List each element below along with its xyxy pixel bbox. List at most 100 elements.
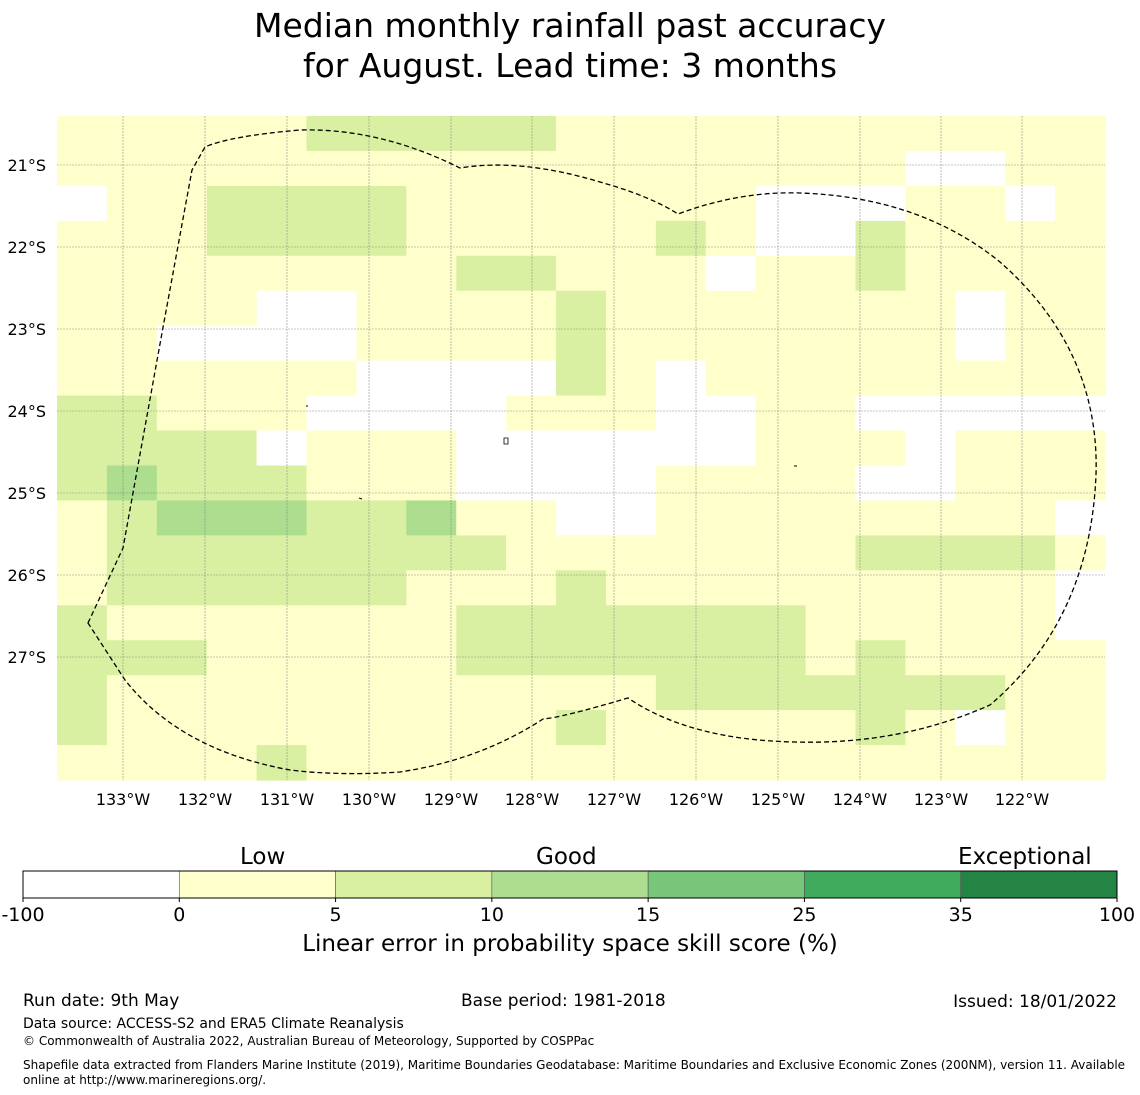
grid-cell bbox=[506, 710, 557, 746]
grid-cell bbox=[1005, 675, 1056, 711]
grid-cell bbox=[106, 745, 158, 781]
colorbar-segment bbox=[960, 870, 1118, 899]
colorbar-tick-label: -100 bbox=[1, 904, 44, 926]
grid-cell bbox=[57, 605, 108, 641]
grid-cell bbox=[556, 185, 607, 222]
grid-cell bbox=[156, 640, 208, 676]
shapefile-credit-line-1: Shapefile data extracted from Flanders M… bbox=[23, 1058, 1126, 1072]
grid-cell bbox=[1055, 150, 1106, 187]
grid-cell bbox=[406, 290, 457, 327]
grid-cell bbox=[955, 570, 1006, 606]
chart-title: Median monthly rainfall past accuracy fo… bbox=[0, 6, 1140, 87]
grid-cell bbox=[556, 710, 607, 746]
grid-cell bbox=[905, 325, 956, 362]
grid-cell bbox=[106, 325, 158, 362]
grid-cell bbox=[106, 500, 158, 536]
colorbar-tick-label: 35 bbox=[949, 904, 973, 926]
grid-cell bbox=[406, 150, 457, 187]
grid-cell bbox=[456, 430, 507, 467]
grid-cell bbox=[106, 710, 158, 746]
grid-cell bbox=[805, 325, 857, 362]
grid-cell bbox=[456, 255, 507, 292]
grid-cell bbox=[406, 675, 457, 711]
grid-cell bbox=[156, 360, 208, 397]
grid-cell bbox=[855, 325, 906, 362]
grid-cell bbox=[855, 605, 906, 641]
grid-cell bbox=[456, 535, 507, 571]
grid-cell bbox=[655, 290, 707, 327]
issued-date: Issued: 18/01/2022 bbox=[953, 992, 1117, 1012]
grid-cell bbox=[57, 465, 108, 502]
grid-cell bbox=[855, 745, 906, 781]
grid-cell bbox=[506, 395, 557, 432]
grid-cell bbox=[206, 360, 258, 397]
grid-cell bbox=[206, 745, 258, 781]
grid-cell bbox=[406, 116, 457, 152]
grid-cell bbox=[1055, 185, 1106, 222]
grid-cell bbox=[1005, 465, 1056, 502]
grid-cell bbox=[805, 185, 857, 222]
grid-cell bbox=[755, 290, 807, 327]
grid-cell bbox=[206, 535, 258, 571]
grid-cell bbox=[506, 255, 557, 292]
grid-cell bbox=[605, 535, 657, 571]
grid-cell bbox=[306, 675, 358, 711]
grid-cell bbox=[1005, 745, 1056, 781]
grid-cell bbox=[506, 116, 557, 152]
grid-cell bbox=[206, 710, 258, 746]
grid-cell bbox=[106, 465, 158, 502]
grid-cell bbox=[805, 535, 857, 571]
grid-cell bbox=[106, 360, 158, 397]
grid-cell bbox=[905, 430, 956, 467]
grid-cell bbox=[755, 116, 807, 152]
grid-cell bbox=[256, 640, 308, 676]
island-boundary bbox=[358, 497, 363, 500]
grid-cell bbox=[605, 325, 657, 362]
grid-cell bbox=[955, 430, 1006, 467]
grid-cell bbox=[1005, 640, 1056, 676]
grid-cell bbox=[1055, 220, 1106, 257]
grid-cell bbox=[106, 605, 158, 641]
grid-cell bbox=[256, 465, 308, 502]
grid-cell bbox=[1005, 290, 1056, 327]
grid-cell bbox=[556, 116, 607, 152]
grid-cell bbox=[506, 325, 557, 362]
grid-cell bbox=[456, 116, 507, 152]
grid-cell bbox=[705, 395, 757, 432]
grid-cell bbox=[106, 640, 158, 676]
grid-cell bbox=[755, 535, 807, 571]
grid-cell bbox=[206, 255, 258, 292]
grid-cell bbox=[356, 185, 407, 222]
grid-cell bbox=[356, 150, 407, 187]
grid-cell bbox=[506, 745, 557, 781]
grid-cell bbox=[955, 395, 1006, 432]
grid-cell bbox=[456, 325, 507, 362]
grid-cell bbox=[1055, 360, 1106, 397]
longitude-labels: 133°W 132°W 131°W 130°W 129°W 128°W 127°W 126°W… bbox=[96, 790, 1050, 809]
grid-cell bbox=[506, 465, 557, 502]
latitude-label: 24°S bbox=[7, 402, 46, 421]
grid-cell bbox=[356, 605, 407, 641]
grid-cell bbox=[506, 430, 557, 467]
grid-cell bbox=[57, 430, 108, 467]
grid-cell bbox=[406, 465, 457, 502]
colorbar-segment bbox=[22, 870, 180, 899]
grid-cell bbox=[1005, 570, 1056, 606]
grid-cell bbox=[655, 150, 707, 187]
grid-cell bbox=[206, 430, 258, 467]
eez-boundary bbox=[87, 129, 1097, 775]
grid-cell bbox=[356, 325, 407, 362]
grid-cell bbox=[256, 535, 308, 571]
colorbar-outline bbox=[22, 870, 1118, 899]
grid-cell bbox=[1055, 255, 1106, 292]
grid-cell bbox=[256, 290, 308, 327]
grid-cell bbox=[655, 710, 707, 746]
grid-cell bbox=[456, 675, 507, 711]
grid-cell bbox=[955, 220, 1006, 257]
grid-cell bbox=[206, 395, 258, 432]
grid-cell bbox=[206, 290, 258, 327]
grid-cell bbox=[705, 500, 757, 536]
grid-cell bbox=[256, 675, 308, 711]
longitude-label: 127°W bbox=[587, 790, 642, 809]
grid-cell bbox=[905, 116, 956, 152]
